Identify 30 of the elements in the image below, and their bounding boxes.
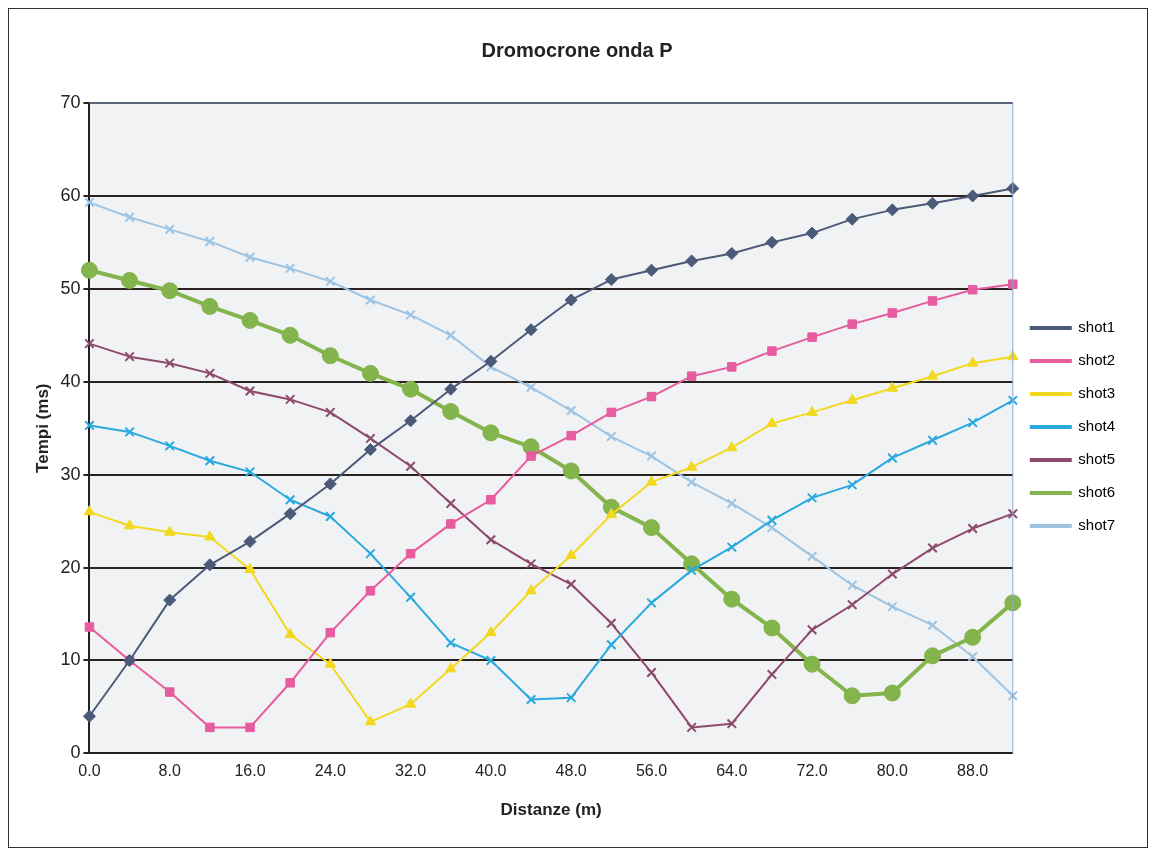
x-tick-label: 72.0 — [796, 762, 828, 780]
legend-label: shot2 — [1078, 351, 1116, 369]
legend-label: shot4 — [1078, 417, 1116, 435]
y-axis-title: Tempi (ms) — [32, 383, 52, 473]
x-tick-label: 48.0 — [555, 762, 587, 780]
y-tick-label: 0 — [70, 742, 81, 763]
x-tick-label: 0.0 — [78, 762, 101, 780]
legend-label: shot5 — [1078, 450, 1116, 468]
x-tick-label: 16.0 — [234, 762, 266, 780]
y-tick-label: 20 — [60, 556, 81, 577]
y-tick-label: 30 — [60, 463, 81, 484]
x-tick-label: 40.0 — [475, 762, 507, 780]
chart-title: Dromocrone onda P — [481, 38, 673, 61]
legend-label: shot3 — [1078, 384, 1116, 402]
y-tick-label: 70 — [60, 91, 81, 112]
x-tick-label: 32.0 — [395, 762, 427, 780]
x-tick-label: 88.0 — [957, 762, 989, 780]
x-tick-label: 8.0 — [158, 762, 181, 780]
y-tick-label: 40 — [60, 370, 81, 391]
y-tick-label: 60 — [60, 184, 81, 205]
y-tick-label: 50 — [60, 277, 81, 298]
legend-label: shot7 — [1078, 516, 1116, 534]
x-tick-label: 24.0 — [314, 762, 346, 780]
y-tick-label: 10 — [60, 649, 81, 670]
legend-label: shot6 — [1078, 483, 1116, 501]
x-tick-label: 64.0 — [716, 762, 748, 780]
legend-label: shot1 — [1078, 318, 1116, 336]
x-axis-title: Distanze (m) — [500, 800, 602, 820]
x-tick-label: 80.0 — [876, 762, 909, 780]
x-tick-label: 56.0 — [635, 762, 668, 780]
